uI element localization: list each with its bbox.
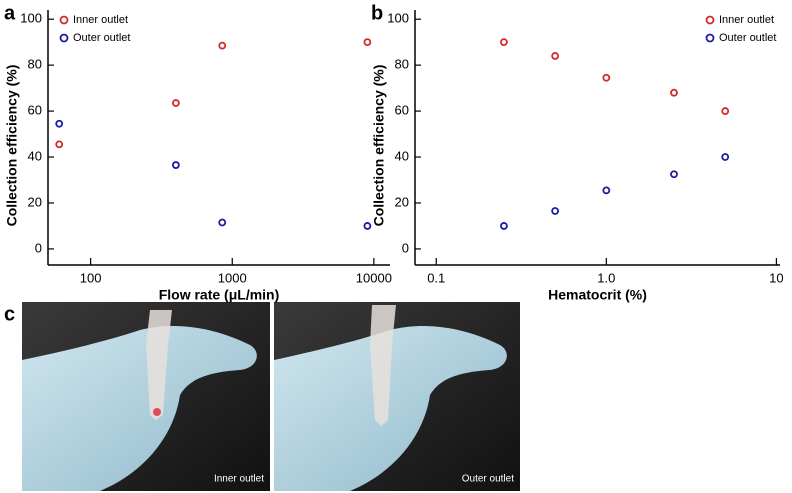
legend-marker [705,15,715,25]
photo: Outer outlet [274,302,520,491]
x-tick-label: 0.1 [427,270,445,285]
panel-label: b [371,2,383,24]
y-tick-label: 60 [395,103,409,118]
data-point [500,38,508,47]
data-point [602,186,611,195]
legend-marker [59,15,69,25]
legend-label: Inner outlet [73,14,128,26]
data-point [218,41,227,50]
data-point [670,170,678,179]
panel-label: c [4,303,15,325]
y-axis-label: Collection efficiency (%) [371,65,387,227]
y-tick-label: 40 [28,148,42,163]
y-tick-label: 60 [28,103,42,118]
y-tick-label: 40 [395,148,409,163]
data-point [55,140,64,149]
x-tick-label: 100 [80,270,102,285]
photo: Inner outlet [22,302,270,491]
y-tick-label: 20 [395,194,409,209]
data-point [551,52,560,60]
data-point [171,161,180,169]
data-point [602,73,611,82]
x-tick-label: 10000 [356,270,392,285]
data-point [551,207,560,215]
x-axis-label: Flow rate (μL/min) [159,287,280,303]
data-point [363,38,372,47]
data-point [218,218,227,227]
y-tick-label: 100 [387,11,409,26]
x-axis-label: Hematocrit (%) [548,287,647,303]
legend-label: Outer outlet [719,32,776,44]
legend-marker [59,33,69,43]
data-point [721,107,730,115]
legend-label: Inner outlet [719,14,774,26]
data-point [500,222,508,230]
y-tick-label: 0 [402,240,409,255]
legend-label: Outer outlet [73,32,130,44]
y-tick-label: 20 [28,194,42,209]
y-tick-label: 80 [395,57,409,72]
data-point [55,119,64,128]
legend-marker [705,33,715,43]
y-tick-label: 80 [28,57,42,72]
y-tick-label: 0 [35,240,42,255]
data-point [670,88,678,97]
y-axis-label: Collection efficiency (%) [4,65,20,227]
data-point [171,99,180,107]
data-point [363,222,372,230]
y-tick-label: 100 [20,11,42,26]
photo-caption: Outer outlet [462,474,514,485]
data-point [721,153,730,161]
x-tick-label: 10 [769,270,783,285]
photo-caption: Inner outlet [214,474,264,485]
x-tick-label: 1000 [218,270,247,285]
x-tick-label: 1.0 [597,270,615,285]
panel-label: a [4,2,16,24]
